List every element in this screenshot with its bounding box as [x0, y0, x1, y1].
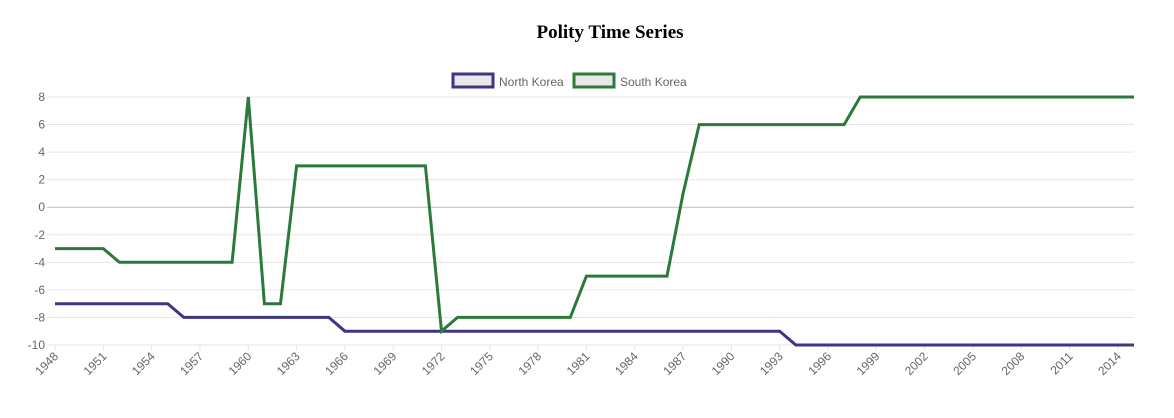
y-tick-label: 2 — [38, 173, 45, 187]
x-tick-label: 1999 — [854, 349, 883, 378]
x-tick-label: 1987 — [660, 349, 689, 378]
x-tick-label: 1966 — [322, 349, 351, 378]
y-tick-label: -6 — [34, 283, 45, 297]
y-tick-label: -10 — [28, 338, 46, 352]
x-tick-label: 1963 — [274, 349, 303, 378]
y-tick-label: -4 — [34, 255, 45, 269]
y-tick-label: 0 — [38, 200, 45, 214]
x-tick-label: 2008 — [999, 349, 1028, 378]
x-tick-label: 1948 — [32, 349, 61, 378]
x-tick-label: 1975 — [467, 349, 496, 378]
y-tick-label: 8 — [38, 90, 45, 104]
x-tick-label: 1951 — [81, 349, 110, 378]
x-tick-label: 1954 — [129, 349, 158, 378]
x-tick-label: 1972 — [419, 349, 448, 378]
legend-swatch-south-korea — [572, 72, 616, 89]
x-tick-label: 1984 — [612, 349, 641, 378]
y-tick-label: -2 — [34, 228, 45, 242]
grid-lines — [47, 96, 1134, 351]
series-line-south-korea — [55, 95, 1134, 335]
y-tick-label: 6 — [38, 118, 45, 132]
series-lines — [55, 95, 1134, 347]
x-tick-label: 2002 — [902, 349, 931, 378]
y-tick-label: 4 — [38, 145, 45, 159]
series-line-north-korea — [55, 302, 1134, 347]
legend-label-north-korea: North Korea — [499, 75, 564, 89]
x-tick-label: 2005 — [950, 349, 979, 378]
x-tick-label: 2014 — [1095, 349, 1124, 378]
x-tick-label: 1990 — [709, 349, 738, 378]
x-tick-label: 1957 — [177, 349, 206, 378]
x-axis-ticks: 1948 1951 1954 1957 1960 1963 1966 1969 1972 1975… — [32, 349, 1124, 378]
x-tick-label: 1978 — [515, 349, 544, 378]
x-tick-label: 1993 — [757, 349, 786, 378]
chart-legend: North Korea South Korea — [451, 72, 687, 89]
legend-swatch-north-korea — [451, 72, 495, 89]
legend-label-south-korea: South Korea — [620, 75, 687, 89]
y-tick-label: -8 — [34, 310, 45, 324]
y-axis-ticks: 8 6 4 2 0 -2 -4 -6 -8 -10 — [28, 90, 46, 352]
x-tick-label: 2011 — [1048, 349, 1076, 377]
x-tick-label: 1981 — [564, 349, 593, 378]
x-tick-label: 1960 — [226, 349, 255, 378]
chart-title: Polity Time Series — [536, 22, 684, 43]
x-tick-label: 1969 — [371, 349, 400, 378]
x-tick-label: 1996 — [805, 349, 834, 378]
